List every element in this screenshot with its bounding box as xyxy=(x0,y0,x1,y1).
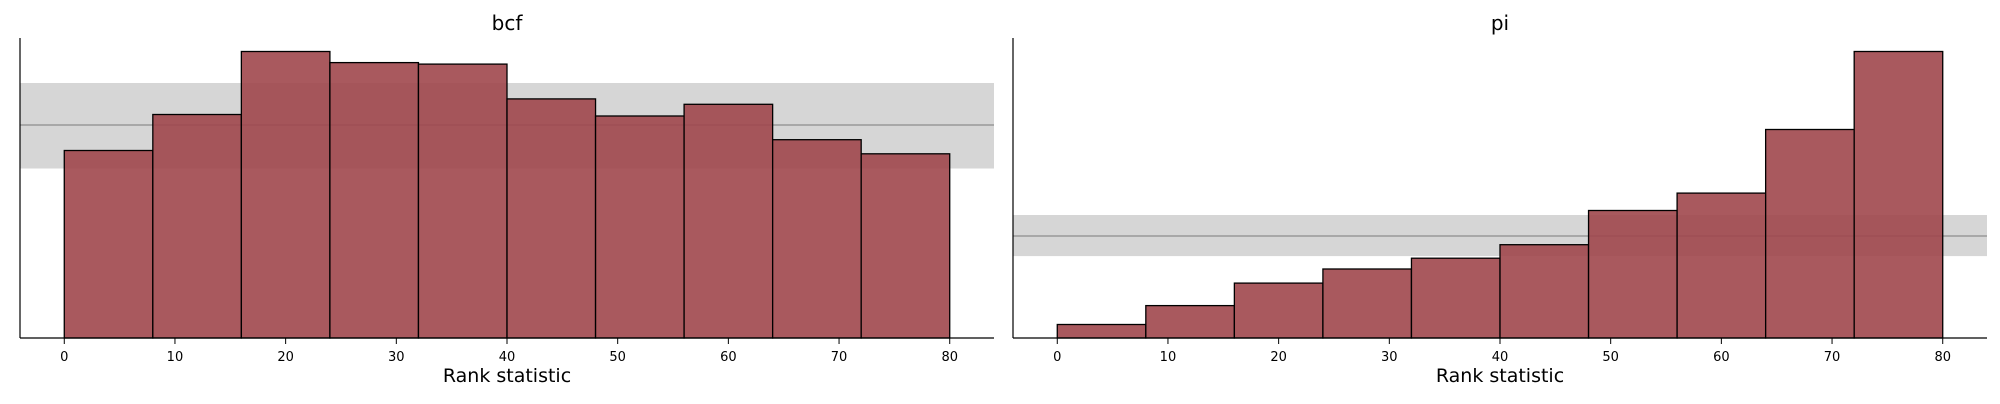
chart-title: bcf xyxy=(492,11,524,35)
histogram-bar xyxy=(63,149,154,339)
histogram-bar xyxy=(1322,268,1413,339)
x-tick-label: 70 xyxy=(1824,350,1841,365)
x-tick-label: 50 xyxy=(609,350,626,365)
panel-pi: pi Rank statistic 0 10 20 30 40 50 60 70 80 xyxy=(1012,11,1987,387)
histogram-bar xyxy=(1587,209,1678,339)
histogram-bar xyxy=(1764,128,1855,339)
histogram-bar xyxy=(1056,323,1147,339)
x-tick-label: 40 xyxy=(499,350,516,365)
histogram-bar xyxy=(1410,257,1501,339)
x-tick-label: 40 xyxy=(1492,350,1509,365)
histogram-bar xyxy=(1233,282,1324,339)
x-tick-label: 50 xyxy=(1602,350,1619,365)
x-tick-label: 30 xyxy=(388,350,405,365)
histogram-bar xyxy=(152,113,243,339)
histogram-bar xyxy=(860,153,951,339)
panel-bcf: bcf Rank statistic 0 10 20 30 40 50 60 70 80 xyxy=(19,11,994,387)
histogram-bar xyxy=(1853,50,1944,339)
x-axis-label: Rank statistic xyxy=(1436,365,1564,387)
x-tick-label: 80 xyxy=(941,350,958,365)
x-tick-label: 30 xyxy=(1381,350,1398,365)
histogram-bar xyxy=(1676,192,1767,339)
histogram-bar xyxy=(1145,304,1236,339)
x-tick-label: 60 xyxy=(1713,350,1730,365)
x-tick-label: 80 xyxy=(1934,350,1951,365)
histogram-bar xyxy=(683,103,774,339)
histogram-bar xyxy=(771,139,862,339)
x-tick-label: 60 xyxy=(720,350,737,365)
x-tick-label: 10 xyxy=(1160,350,1177,365)
x-tick-label: 20 xyxy=(277,350,294,365)
x-axis-label: Rank statistic xyxy=(443,365,571,387)
histogram-bar xyxy=(1499,244,1590,339)
x-tick-label: 20 xyxy=(1270,350,1287,365)
x-tick-label: 10 xyxy=(167,350,184,365)
histogram-bar xyxy=(417,63,508,339)
histogram-bar xyxy=(506,98,597,339)
histogram-bar xyxy=(594,115,685,339)
chart-title: pi xyxy=(1491,11,1509,35)
histogram-bar xyxy=(240,50,331,339)
histogram-bar xyxy=(329,61,420,339)
x-tick-label: 0 xyxy=(60,350,68,365)
x-tick-label: 70 xyxy=(831,350,848,365)
x-tick-label: 0 xyxy=(1053,350,1061,365)
